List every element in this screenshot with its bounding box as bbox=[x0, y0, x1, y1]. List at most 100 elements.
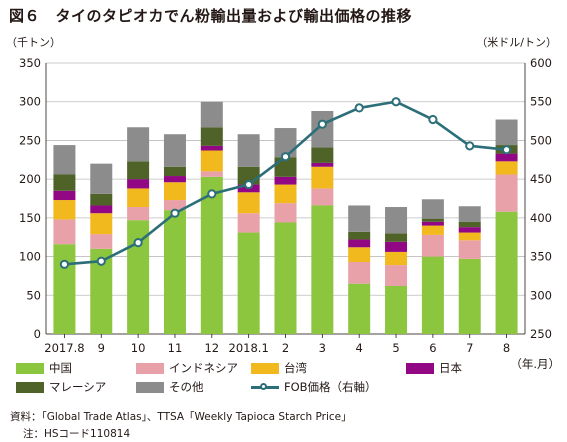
bar-segment bbox=[200, 127, 223, 146]
y-right-tick-label: 450 bbox=[530, 172, 552, 186]
bar-segment bbox=[53, 174, 76, 191]
bar-segment bbox=[495, 153, 518, 162]
bar-segment bbox=[385, 233, 408, 242]
x-tick-label: 9 bbox=[98, 341, 105, 355]
bar-segment bbox=[90, 213, 113, 235]
fob-price-point bbox=[170, 208, 180, 218]
bar-segment bbox=[200, 150, 223, 172]
bar-segment bbox=[421, 218, 444, 222]
y-left-tick-label: 250 bbox=[19, 133, 41, 147]
bar-segment bbox=[385, 285, 408, 334]
x-axis-unit: （年.月） bbox=[510, 357, 560, 371]
bar-segment bbox=[127, 127, 150, 162]
bar-segment bbox=[495, 119, 518, 146]
bar-segment bbox=[348, 205, 371, 232]
bar-segment bbox=[237, 192, 260, 214]
fob-price-point bbox=[428, 114, 438, 125]
fob-price-point bbox=[280, 152, 291, 162]
fob-price-point bbox=[317, 119, 327, 129]
bar-segment bbox=[237, 213, 260, 233]
bar-segment bbox=[495, 174, 518, 212]
y-left-tick-label: 100 bbox=[19, 250, 41, 264]
bar-segment bbox=[237, 134, 260, 167]
bar-segment bbox=[311, 188, 334, 206]
legend-label: マレーシア bbox=[49, 380, 107, 394]
y-right-tick-label: 500 bbox=[530, 133, 552, 147]
x-tick-label: 10 bbox=[131, 341, 146, 355]
bar-segment bbox=[385, 265, 408, 286]
fob-price-point bbox=[96, 256, 106, 266]
y-left-tick-label: 150 bbox=[19, 211, 41, 225]
bar-segment bbox=[53, 244, 76, 334]
y-right-tick-label: 600 bbox=[530, 56, 552, 70]
bar-segment bbox=[421, 221, 444, 226]
x-tick-label: 2017.8 bbox=[44, 341, 84, 355]
bar-segment bbox=[90, 248, 113, 334]
fob-price-point bbox=[133, 238, 143, 248]
legend-item: その他 bbox=[136, 379, 204, 395]
bar-segment bbox=[274, 176, 297, 185]
bar-segment bbox=[53, 190, 76, 201]
bar-segment bbox=[348, 261, 371, 284]
x-tick-label: 12 bbox=[204, 341, 219, 355]
legend-label: その他 bbox=[169, 380, 204, 394]
legend-item: FOB価格（右軸） bbox=[251, 379, 377, 395]
y-left-tick-label: 300 bbox=[19, 95, 41, 109]
y-right-tick-label: 250 bbox=[530, 327, 552, 341]
fob-price-point bbox=[207, 189, 217, 199]
legend-swatch bbox=[251, 382, 279, 393]
bar-segment bbox=[237, 232, 260, 334]
bar-segment bbox=[348, 247, 371, 262]
bar-segment bbox=[90, 163, 113, 194]
fob-price-point bbox=[354, 103, 364, 113]
x-tick-label: 4 bbox=[356, 341, 363, 355]
bar-segment bbox=[311, 205, 334, 334]
y-right-tick-label: 350 bbox=[530, 250, 552, 264]
x-tick-label: 2018.1 bbox=[229, 341, 269, 355]
legend-swatch bbox=[251, 362, 279, 374]
bar-segment bbox=[163, 176, 186, 183]
bar-segment bbox=[90, 234, 113, 249]
bar-segment bbox=[127, 220, 150, 334]
bar-segment bbox=[348, 231, 371, 240]
x-tick-label: 7 bbox=[466, 341, 473, 355]
fob-price-point bbox=[465, 141, 475, 151]
hs-code-note: 注：HSコード110814 bbox=[23, 428, 131, 440]
bar-segment bbox=[127, 207, 150, 221]
y-right-tick-label: 400 bbox=[530, 211, 552, 225]
y-left-tick-label: 200 bbox=[19, 172, 41, 186]
bar-segment bbox=[53, 200, 76, 220]
bar-segment bbox=[311, 162, 334, 167]
legend-swatch bbox=[136, 381, 164, 393]
bar-segment bbox=[348, 283, 371, 334]
legend-label: FOB価格（右軸） bbox=[284, 380, 377, 394]
bar-segment bbox=[200, 171, 223, 177]
legend-item: マレーシア bbox=[16, 379, 106, 395]
bar-segment bbox=[163, 182, 186, 201]
x-tick-label: 11 bbox=[168, 341, 183, 355]
x-tick-label: 6 bbox=[429, 341, 436, 355]
legend-swatch bbox=[16, 362, 44, 374]
bar-segment bbox=[163, 134, 186, 167]
legend-label: 日本 bbox=[439, 361, 462, 375]
x-tick-label: 8 bbox=[503, 341, 510, 355]
bar-segment bbox=[127, 161, 150, 180]
bar-segment bbox=[385, 251, 408, 266]
bar-segment bbox=[458, 232, 481, 241]
bar-segment bbox=[421, 199, 444, 219]
bar-segment bbox=[458, 221, 481, 228]
bar-segment bbox=[127, 188, 150, 208]
bar-segment bbox=[458, 258, 481, 334]
bar-segment bbox=[127, 179, 150, 189]
x-tick-label: 3 bbox=[319, 341, 326, 355]
legend-item: 中国 bbox=[16, 360, 72, 376]
x-tick-label: 2 bbox=[282, 341, 289, 355]
bar-segment bbox=[421, 256, 444, 334]
bar-segment bbox=[421, 225, 444, 235]
legend-label: インドネシア bbox=[169, 361, 238, 375]
y-right-tick-label: 550 bbox=[530, 95, 552, 109]
bar-segment bbox=[385, 241, 408, 252]
left-axis-unit: （千トン） bbox=[6, 36, 61, 49]
legend-label: 中国 bbox=[49, 361, 72, 375]
